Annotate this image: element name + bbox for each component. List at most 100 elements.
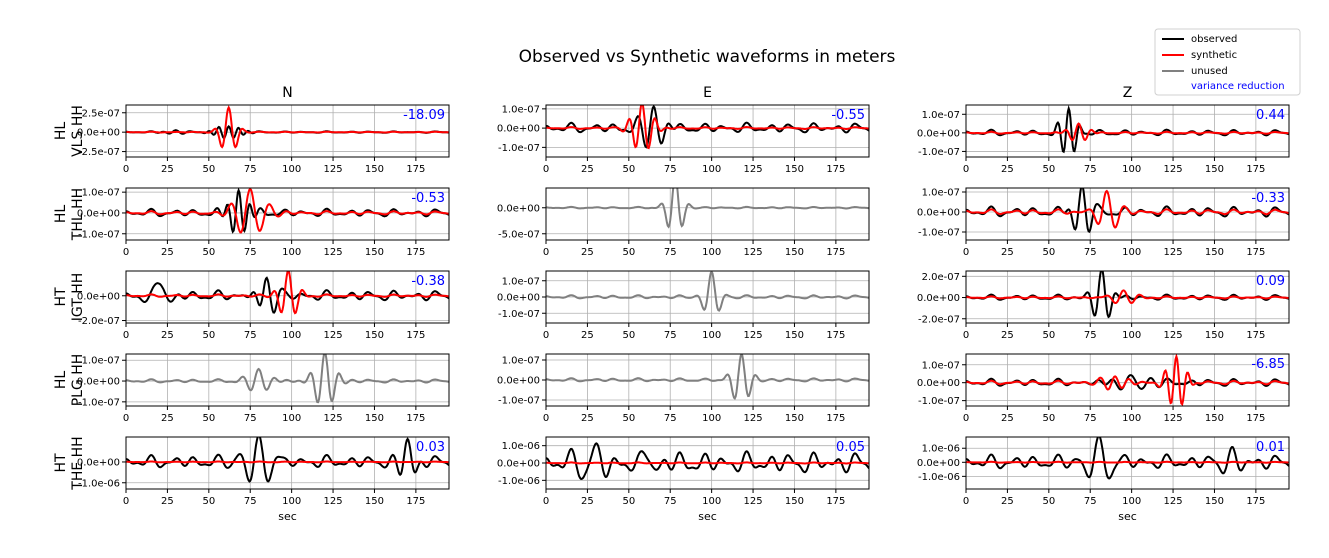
y-tick-label: 0.0e+00	[497, 293, 540, 304]
y-tick-label: 2.5e-07	[82, 108, 120, 119]
x-tick-label: 100	[1122, 413, 1141, 424]
x-tick-label: 150	[365, 330, 384, 341]
panel-frame	[125, 104, 450, 158]
panel-4-N: -1.0e-06 0.0e+00 0 25 50 75 100 125 150 175 0.03 se…	[77, 436, 450, 523]
y-tick-label: -1.0e-06	[498, 476, 540, 487]
trace-group	[966, 188, 1289, 233]
x-tick-label: 75	[1084, 413, 1097, 424]
y-tick-label: 1.0e-07	[502, 356, 540, 367]
x-tick-label: 175	[826, 413, 845, 424]
variance-reduction-value: 0.09	[1256, 274, 1285, 289]
variance-reduction-value: -6.85	[1251, 357, 1285, 372]
variance-reduction-value: 0.05	[836, 440, 865, 455]
x-tick-label: 150	[785, 496, 804, 507]
y-tick-label: 0.0e+00	[917, 458, 960, 469]
y-tick-label: -1.0e-06	[78, 478, 120, 489]
x-axis-label: sec	[698, 510, 717, 523]
x-tick-label: 100	[282, 496, 301, 507]
trace-group	[546, 354, 869, 401]
trace-group	[126, 105, 449, 149]
x-tick-label: 75	[244, 164, 257, 175]
x-tick-label: 25	[1001, 413, 1014, 424]
x-tick-label: 150	[785, 413, 804, 424]
y-tick-label: -1.0e-07	[918, 228, 960, 239]
x-tick-label: 25	[161, 164, 174, 175]
x-tick-label: 50	[622, 413, 635, 424]
variance-reduction-value: 0.01	[1256, 440, 1285, 455]
legend-unused-label: unused	[1191, 66, 1228, 77]
x-tick-label: 75	[244, 496, 257, 507]
x-tick-label: 25	[161, 496, 174, 507]
y-tick-label: -1.0e-07	[918, 147, 960, 158]
x-tick-label: 0	[543, 496, 549, 507]
x-tick-label: 175	[826, 330, 845, 341]
station-label: HT IGT HH	[53, 273, 86, 322]
y-tick-label: 1.0e-07	[502, 276, 540, 287]
y-tick-label: 0.0e+00	[917, 208, 960, 219]
panel-frame	[125, 270, 450, 324]
x-tick-label: 0	[543, 413, 549, 424]
x-tick-label: 25	[161, 330, 174, 341]
x-tick-label: 175	[406, 413, 425, 424]
x-tick-label: 175	[826, 164, 845, 175]
x-tick-label: 0	[963, 247, 969, 258]
x-tick-label: 0	[123, 496, 129, 507]
x-tick-label: 0	[123, 413, 129, 424]
y-tick-label: -5.0e-07	[498, 229, 540, 240]
panel-3-E: -1.0e-07 0.0e+00 1.0e-07 0 25 50 75 100 125 150 17…	[497, 353, 870, 424]
y-tick-label: 1.0e-07	[922, 360, 960, 371]
x-tick-label: 50	[1042, 496, 1055, 507]
observed-trace	[546, 442, 869, 481]
x-tick-label: 75	[244, 330, 257, 341]
legend-synthetic-label: synthetic	[1191, 50, 1237, 61]
x-tick-label: 50	[622, 330, 635, 341]
legend-observed-label: observed	[1191, 34, 1237, 45]
x-tick-label: 50	[202, 496, 215, 507]
trace-group	[966, 105, 1289, 154]
x-tick-label: 100	[1122, 247, 1141, 258]
panel-frame	[125, 353, 450, 407]
y-tick-label: 2.0e-07	[922, 272, 960, 283]
x-tick-label: 50	[1042, 330, 1055, 341]
x-tick-label: 125	[1164, 496, 1183, 507]
x-tick-label: 25	[581, 496, 594, 507]
synthetic-trace	[546, 461, 869, 465]
variance-reduction-value: -18.09	[403, 108, 445, 123]
x-tick-label: 125	[744, 247, 763, 258]
station-label: HL THL HH	[53, 188, 86, 241]
x-tick-label: 75	[664, 330, 677, 341]
x-tick-label: 0	[123, 330, 129, 341]
x-tick-label: 150	[1205, 330, 1224, 341]
x-tick-label: 175	[1246, 247, 1265, 258]
panel-frame	[125, 187, 450, 241]
y-tick-label: 1.0e-07	[502, 104, 540, 115]
unused-trace	[126, 354, 449, 404]
x-tick-label: 50	[202, 164, 215, 175]
y-tick-label: 1.0e-07	[82, 188, 120, 199]
x-tick-label: 125	[1164, 413, 1183, 424]
x-tick-label: 175	[1246, 413, 1265, 424]
x-tick-label: 50	[622, 164, 635, 175]
x-tick-label: 125	[324, 164, 343, 175]
synthetic-trace	[126, 460, 449, 464]
panel-3-N: -1.0e-07 0.0e+00 1.0e-07 0 25 50 75 100 125 150 17…	[77, 353, 450, 424]
x-tick-label: 150	[365, 164, 384, 175]
x-tick-label: 25	[1001, 330, 1014, 341]
x-tick-label: 125	[744, 330, 763, 341]
panel-2-E: -1.0e-07 0.0e+00 1.0e-07 0 25 50 75 100 125 150 17…	[497, 270, 870, 341]
y-tick-label: -1.0e-07	[498, 309, 540, 320]
panel-3-Z: -1.0e-07 0.0e+00 1.0e-07 0 25 50 75 100 125 150 17…	[917, 353, 1290, 424]
x-tick-label: 0	[123, 164, 129, 175]
x-tick-label: 125	[744, 413, 763, 424]
y-tick-label: 0.0e+00	[77, 377, 120, 388]
station-name-label: THL HH	[70, 188, 86, 241]
column-title: N	[282, 85, 292, 101]
synthetic-trace	[966, 460, 1289, 464]
trace-group	[966, 271, 1289, 319]
x-tick-label: 150	[785, 330, 804, 341]
x-tick-label: 100	[1122, 330, 1141, 341]
panel-1-N: -1.0e-07 0.0e+00 1.0e-07 0 25 50 75 100 125 150 17…	[77, 187, 450, 258]
x-tick-label: 0	[543, 330, 549, 341]
y-tick-label: 1.0e-06	[922, 444, 960, 455]
y-tick-label: 0.0e+00	[77, 128, 120, 139]
